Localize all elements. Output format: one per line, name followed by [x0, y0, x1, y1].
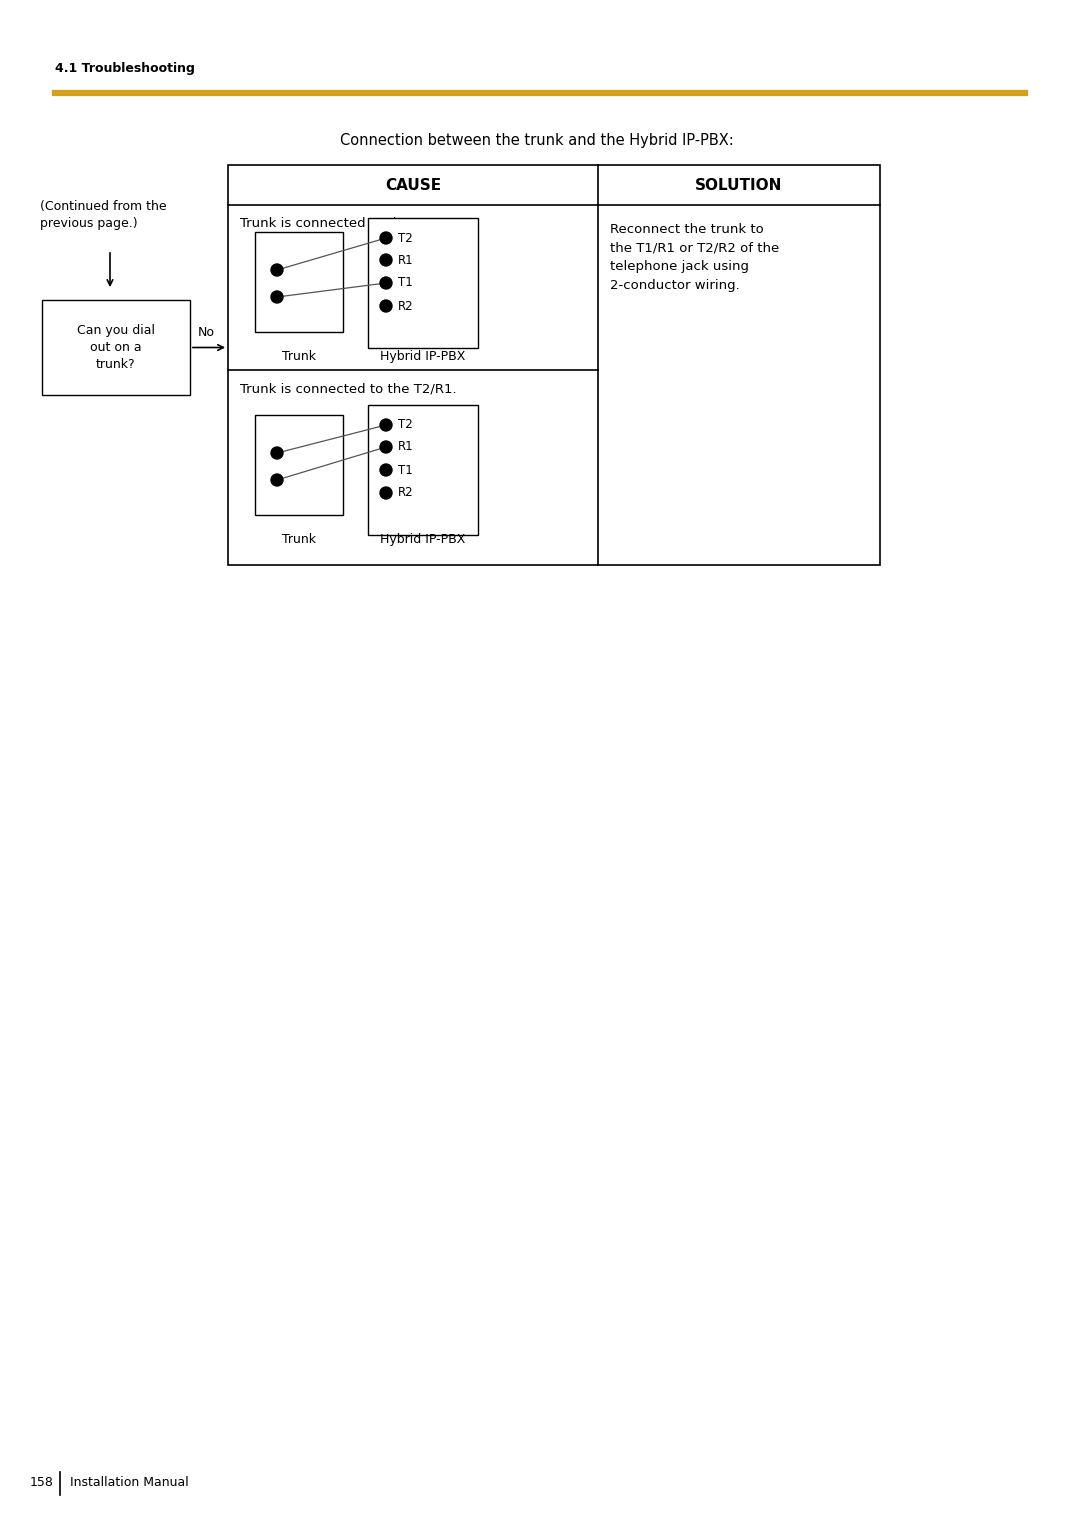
Text: Installation Manual: Installation Manual — [70, 1476, 189, 1490]
Text: (Continued from the
previous page.): (Continued from the previous page.) — [40, 200, 166, 231]
Text: 158: 158 — [30, 1476, 54, 1490]
Circle shape — [380, 465, 392, 477]
Circle shape — [380, 232, 392, 244]
Text: T1: T1 — [399, 277, 413, 289]
Text: R1: R1 — [399, 440, 414, 454]
Text: CAUSE: CAUSE — [384, 177, 441, 193]
Circle shape — [271, 264, 283, 277]
Circle shape — [380, 277, 392, 289]
Circle shape — [271, 474, 283, 486]
Text: Hybrid IP-PBX: Hybrid IP-PBX — [380, 533, 465, 545]
Bar — [368, 219, 478, 348]
Circle shape — [271, 448, 283, 458]
Bar — [368, 405, 478, 535]
Text: Hybrid IP-PBX: Hybrid IP-PBX — [380, 350, 465, 364]
Text: Can you dial
out on a
trunk?: Can you dial out on a trunk? — [77, 324, 156, 371]
Circle shape — [380, 254, 392, 266]
Bar — [255, 232, 343, 332]
Text: T2: T2 — [399, 419, 413, 431]
Text: R2: R2 — [399, 486, 414, 500]
Text: R2: R2 — [399, 299, 414, 313]
Text: R1: R1 — [399, 254, 414, 266]
Circle shape — [380, 487, 392, 500]
Circle shape — [380, 442, 392, 452]
Text: No: No — [198, 327, 215, 339]
Text: Trunk: Trunk — [282, 533, 316, 545]
Bar — [255, 416, 343, 515]
Text: T2: T2 — [399, 232, 413, 244]
Text: Trunk: Trunk — [282, 350, 316, 364]
Text: T1: T1 — [399, 463, 413, 477]
Text: Reconnect the trunk to
the T1/R1 or T2/R2 of the
telephone jack using
2-conducto: Reconnect the trunk to the T1/R1 or T2/R… — [610, 223, 780, 292]
Circle shape — [380, 419, 392, 431]
Text: SOLUTION: SOLUTION — [696, 177, 783, 193]
Text: Trunk is connected to the T2/T1.: Trunk is connected to the T2/T1. — [240, 217, 456, 231]
Text: 4.1 Troubleshooting: 4.1 Troubleshooting — [55, 63, 194, 75]
Text: Connection between the trunk and the Hybrid IP-PBX:: Connection between the trunk and the Hyb… — [340, 133, 733, 148]
Bar — [228, 165, 880, 565]
Circle shape — [271, 290, 283, 303]
Text: Trunk is connected to the T2/R1.: Trunk is connected to the T2/R1. — [240, 382, 457, 396]
Circle shape — [380, 299, 392, 312]
Bar — [42, 299, 190, 396]
